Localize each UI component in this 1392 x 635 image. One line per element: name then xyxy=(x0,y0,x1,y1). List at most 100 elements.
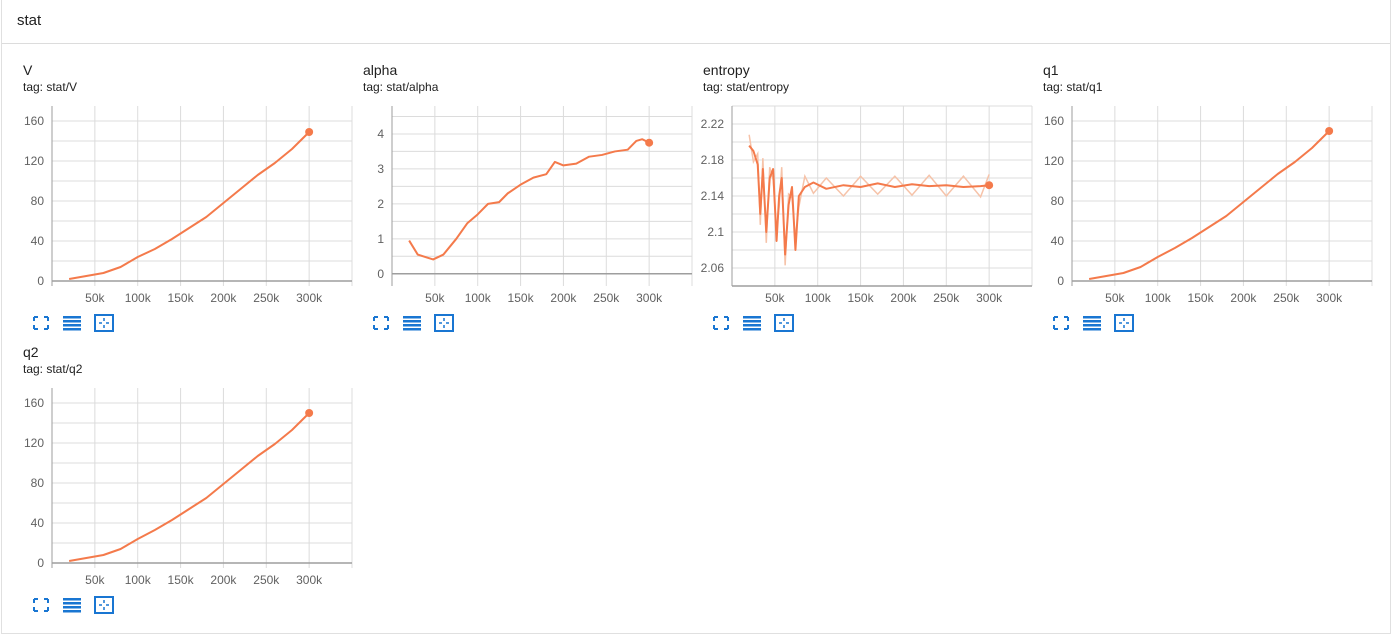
series-line xyxy=(408,138,650,261)
scalar-card-q1: q1 tag: stat/q1 0 40 80 120 160 50k 100k 150k 200k… xyxy=(1022,0,1373,332)
y-tick-label: 2.18 xyxy=(701,153,725,167)
x-tick-label: 250k xyxy=(933,291,960,305)
series-last-point xyxy=(305,409,314,417)
x-tick-label: 300k xyxy=(296,573,323,587)
fit-domain-icon[interactable] xyxy=(92,312,116,334)
x-tick-label: 200k xyxy=(550,291,577,305)
y-tick-label: 0 xyxy=(37,274,44,288)
y-tick-label: 160 xyxy=(24,114,44,128)
y-tick-label: 4 xyxy=(377,127,384,141)
category-header[interactable]: stat xyxy=(2,0,1390,44)
x-tick-label: 200k xyxy=(210,291,237,305)
y-tick-label: 40 xyxy=(31,234,45,248)
series-last-point xyxy=(645,138,654,147)
fit-domain-icon[interactable] xyxy=(92,594,116,616)
x-tick-label: 150k xyxy=(508,291,535,305)
x-tick-label: 150k xyxy=(1188,291,1215,305)
y-tick-label: 2 xyxy=(377,197,384,211)
x-tick-label: 250k xyxy=(253,291,280,305)
x-tick-label: 300k xyxy=(1316,291,1343,305)
y-tick-label: 2.22 xyxy=(701,117,725,131)
card-title: V xyxy=(23,62,33,78)
series-line xyxy=(1088,130,1330,280)
card-tag: tag: stat/q1 xyxy=(1043,80,1103,94)
y-tick-label: 120 xyxy=(24,436,44,450)
x-tick-label: 300k xyxy=(296,291,323,305)
y-tick-label: 80 xyxy=(31,476,45,490)
x-tick-label: 100k xyxy=(125,291,152,305)
y-tick-label: 2.06 xyxy=(701,261,725,275)
x-tick-label: 200k xyxy=(890,291,917,305)
x-tick-label: 100k xyxy=(805,291,832,305)
fullscreen-icon[interactable] xyxy=(369,312,393,334)
x-tick-label: 50k xyxy=(85,573,105,587)
x-tick-label: 200k xyxy=(1230,291,1257,305)
y-tick-label: 40 xyxy=(1051,234,1065,248)
fullscreen-icon[interactable] xyxy=(29,312,53,334)
x-tick-label: 100k xyxy=(125,573,152,587)
y-tick-label: 0 xyxy=(37,556,44,570)
card-tag: tag: stat/V xyxy=(23,80,78,94)
line-chart[interactable]: 0 40 80 120 160 50k 100k 150k 200k 250k 300k xyxy=(2,282,362,622)
fit-domain-icon[interactable] xyxy=(772,312,796,334)
line-chart[interactable]: 0 40 80 120 160 50k 100k 150k 200k 250k 300k xyxy=(2,0,362,340)
y-tick-label: 2.1 xyxy=(707,225,724,239)
x-tick-label: 300k xyxy=(976,291,1003,305)
y-tick-label: 0 xyxy=(377,267,384,281)
fullscreen-icon[interactable] xyxy=(709,312,733,334)
x-tick-label: 100k xyxy=(465,291,492,305)
y-tick-label: 80 xyxy=(1051,194,1065,208)
card-title: q1 xyxy=(1043,62,1059,78)
fit-domain-icon[interactable] xyxy=(432,312,456,334)
x-tick-label: 250k xyxy=(1273,291,1300,305)
x-tick-label: 250k xyxy=(593,291,620,305)
series-line xyxy=(68,412,310,562)
card-title: alpha xyxy=(363,62,398,78)
x-tick-label: 300k xyxy=(636,291,663,305)
scalar-card-alpha: alpha tag: stat/alpha 0 1 2 3 4 50k 100k 150k 200k… xyxy=(342,0,693,332)
y-tick-label: 120 xyxy=(1044,154,1064,168)
x-tick-label: 50k xyxy=(85,291,105,305)
fullscreen-icon[interactable] xyxy=(1049,312,1073,334)
x-tick-label: 50k xyxy=(765,291,785,305)
x-tick-label: 150k xyxy=(168,291,195,305)
series-last-point xyxy=(1325,127,1334,135)
card-title: entropy xyxy=(703,62,750,78)
scalar-card-entropy: entropy tag: stat/entropy 2.06 2.1 2.14 2.18 2… xyxy=(682,0,1033,332)
x-tick-label: 150k xyxy=(848,291,875,305)
card-title: q2 xyxy=(23,344,39,360)
card-tag: tag: stat/q2 xyxy=(23,362,83,376)
line-chart[interactable]: 0 1 2 3 4 50k 100k 150k 200k 250k 300k xyxy=(342,0,702,340)
toggle-lines-icon[interactable] xyxy=(60,312,84,334)
y-tick-label: 40 xyxy=(31,516,45,530)
series-last-point xyxy=(985,181,994,190)
x-tick-label: 250k xyxy=(253,573,280,587)
y-tick-label: 3 xyxy=(377,162,384,176)
toggle-lines-icon[interactable] xyxy=(1080,312,1104,334)
x-tick-label: 100k xyxy=(1145,291,1172,305)
series-line xyxy=(68,131,310,280)
toggle-lines-icon[interactable] xyxy=(400,312,424,334)
series-line xyxy=(748,144,990,256)
x-tick-label: 50k xyxy=(1105,291,1125,305)
y-tick-label: 120 xyxy=(24,154,44,168)
line-chart[interactable]: 0 40 80 120 160 50k 100k 150k 200k 250k 300k xyxy=(1022,0,1382,340)
card-tag: tag: stat/entropy xyxy=(703,80,790,94)
fullscreen-icon[interactable] xyxy=(29,594,53,616)
card-tag: tag: stat/alpha xyxy=(363,80,439,94)
fit-domain-icon[interactable] xyxy=(1112,312,1136,334)
x-tick-label: 200k xyxy=(210,573,237,587)
y-tick-label: 2.14 xyxy=(701,189,725,203)
y-tick-label: 160 xyxy=(1044,114,1064,128)
y-tick-label: 160 xyxy=(24,396,44,410)
scalar-card-q2: q2 tag: stat/q2 0 40 80 120 160 50k 100k 150k 200k… xyxy=(2,282,353,614)
x-tick-label: 50k xyxy=(425,291,445,305)
toggle-lines-icon[interactable] xyxy=(60,594,84,616)
category-title: stat xyxy=(17,12,42,29)
x-tick-label: 150k xyxy=(168,573,195,587)
toggle-lines-icon[interactable] xyxy=(740,312,764,334)
y-tick-label: 1 xyxy=(377,232,384,246)
line-chart[interactable]: 2.06 2.1 2.14 2.18 2.22 50k 100k 150k 200k 250k 30… xyxy=(682,0,1042,340)
